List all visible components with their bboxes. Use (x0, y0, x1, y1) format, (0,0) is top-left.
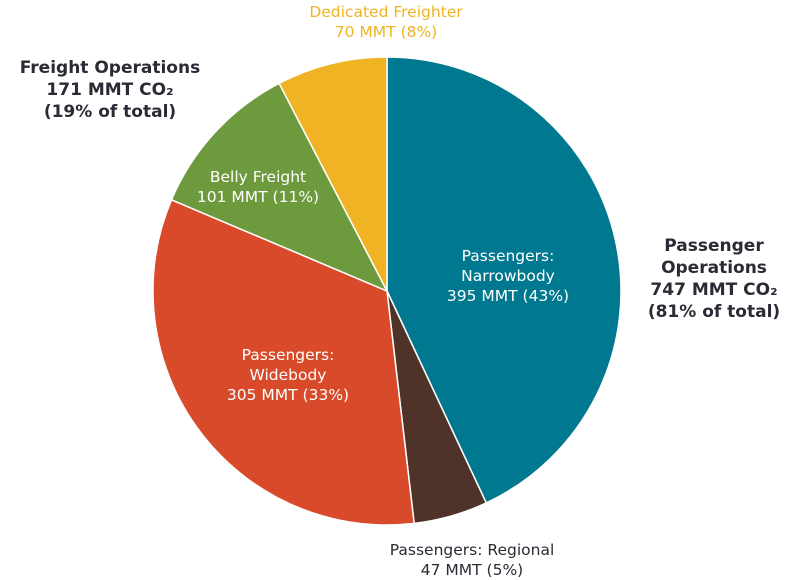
value-label: 101 MMT (11%) (196, 188, 320, 206)
slice-label: Passengers: Narrowbody 395 MMT (43%) (438, 246, 578, 306)
category-label: Belly Freight (209, 168, 307, 186)
group-annotation: Freight Operations 171 MMT CO₂ (19% of tot… (0, 57, 225, 123)
value-label: 305 MMT (33%) (226, 386, 350, 404)
category-label: Dedicated Freighter (309, 3, 463, 21)
pie-slice (386, 56, 622, 504)
annotation-value: 747 MMT CO₂ (650, 280, 778, 300)
pie-slice (278, 56, 388, 292)
category-label: Passengers: Widebody (241, 346, 335, 384)
annotation-title: Freight Operations (19, 58, 201, 78)
value-label: 395 MMT (43%) (446, 287, 570, 305)
slice-label: Passengers: Regional 47 MMT (5%) (342, 540, 602, 580)
annotation-share: (19% of total) (43, 102, 177, 122)
annotation-title: Passenger Operations (661, 236, 767, 278)
slice-label: Dedicated Freighter 70 MMT (8%) (276, 2, 496, 42)
pie-slice (170, 82, 389, 293)
value-label: 47 MMT (5%) (420, 561, 524, 579)
slice-label: Belly Freight 101 MMT (11%) (193, 167, 323, 207)
category-label: Passengers: Regional (389, 541, 555, 559)
value-label: 70 MMT (8%) (334, 23, 438, 41)
annotation-share: (81% of total) (647, 302, 781, 322)
group-annotation: Passenger Operations 747 MMT CO₂ (81% of t… (639, 235, 789, 323)
slice-label: Passengers: Widebody 305 MMT (33%) (218, 345, 358, 405)
pie-slice (152, 198, 415, 526)
category-label: Passengers: Narrowbody (461, 247, 555, 285)
annotation-value: 171 MMT CO₂ (46, 80, 174, 100)
